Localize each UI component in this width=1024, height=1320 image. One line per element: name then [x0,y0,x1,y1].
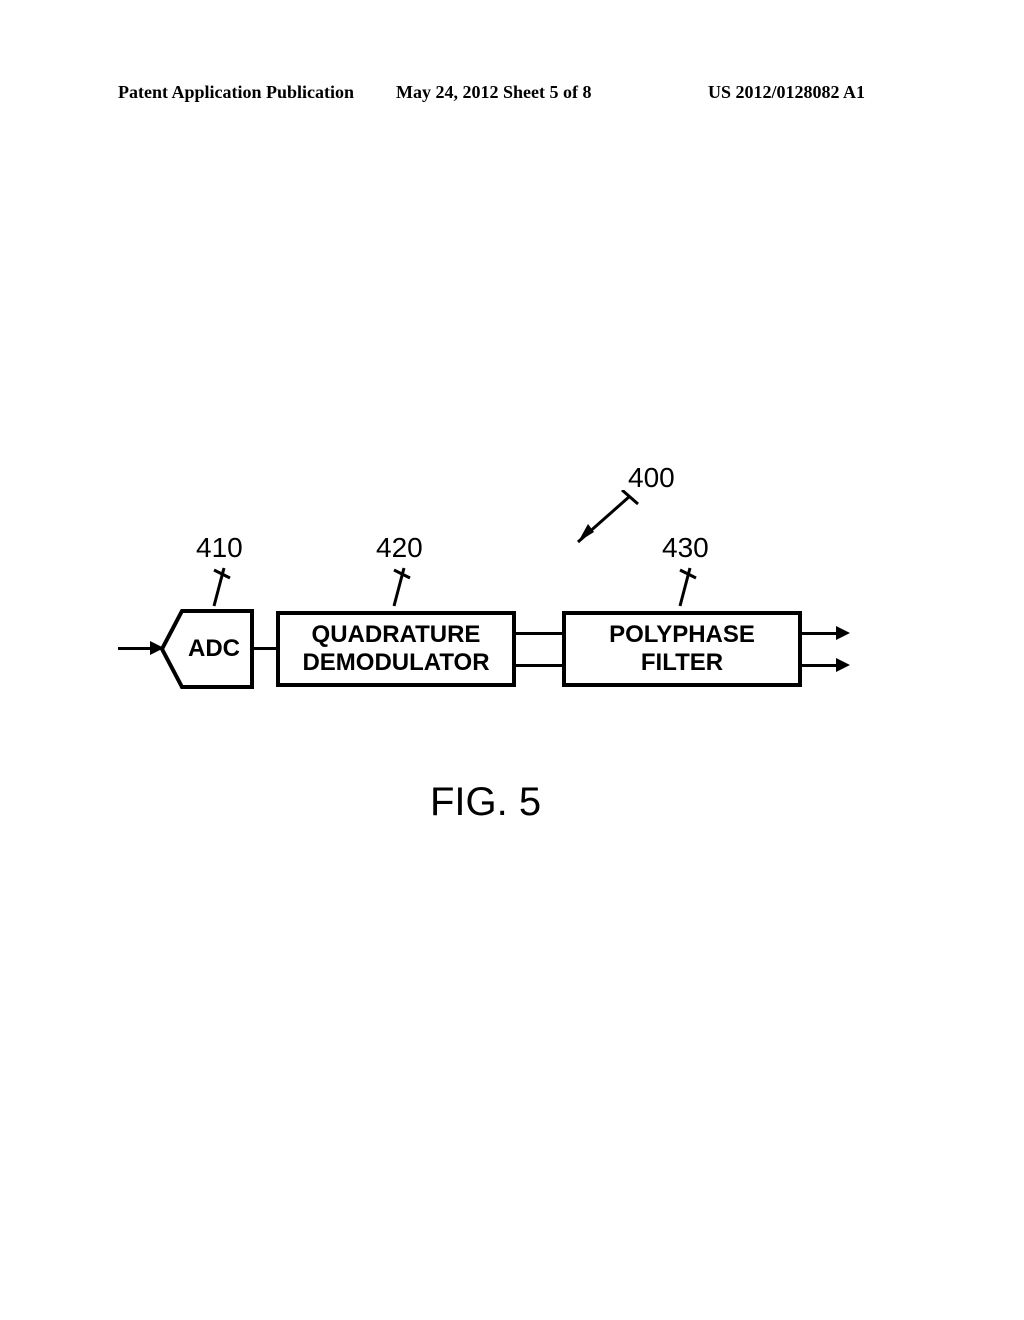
tick-420 [390,566,420,614]
adc-label: ADC [160,609,254,689]
tick-410 [210,566,240,614]
arrow-out-bot [802,664,838,667]
arrow-out-top [802,632,838,635]
ref-410: 410 [196,532,243,564]
ref-420: 420 [376,532,423,564]
quad-label: QUADRATURE DEMODULATOR [302,621,489,676]
tick-430 [676,566,706,614]
arrow-out-bot-head [836,658,850,672]
arrow-in [118,647,152,650]
ref-430: 430 [662,532,709,564]
adc-block: ADC [160,609,254,689]
poly-block: POLYPHASE FILTER [562,611,802,687]
leader-400 [560,490,640,560]
link-quad-poly-top [516,632,562,635]
link-adc-quad [254,647,276,650]
quad-block: QUADRATURE DEMODULATOR [276,611,516,687]
diagram-stage: 400 410 420 430 [0,0,1024,1320]
page: Patent Application Publication May 24, 2… [0,0,1024,1320]
arrow-out-top-head [836,626,850,640]
figure-caption: FIG. 5 [430,780,541,825]
link-quad-poly-bot [516,664,562,667]
poly-label: POLYPHASE FILTER [609,621,755,676]
